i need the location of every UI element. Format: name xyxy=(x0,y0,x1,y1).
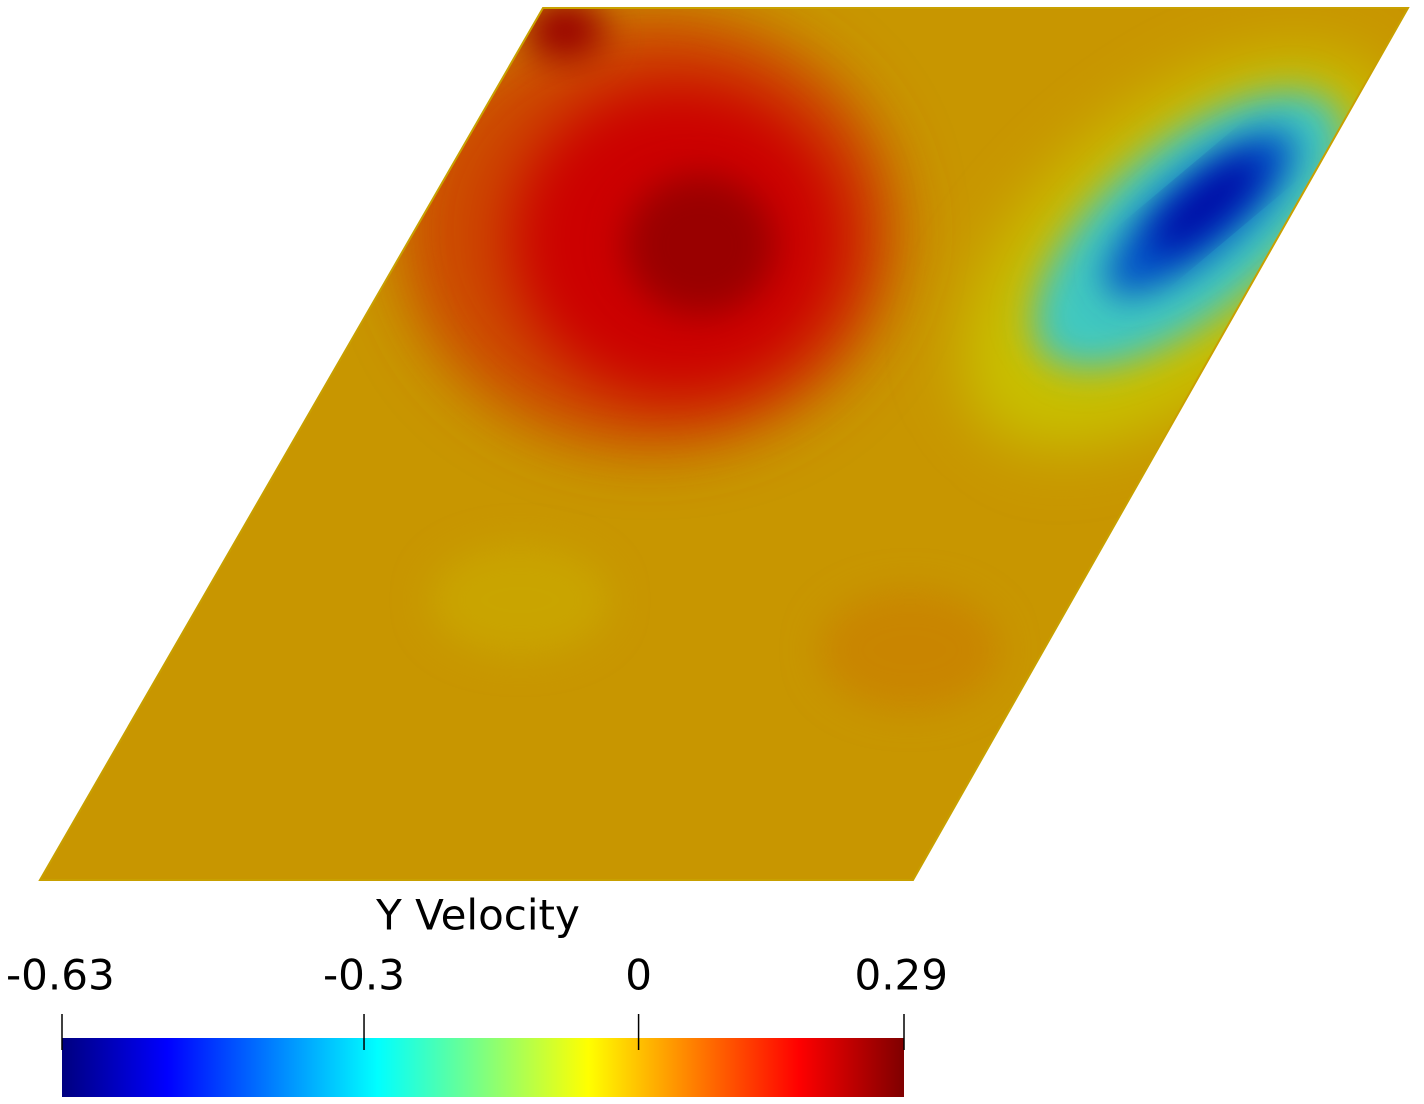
colorbar-title: Y Velocity xyxy=(375,891,580,940)
colorbar-tick-label: 0 xyxy=(625,951,652,1000)
domain-outline xyxy=(38,7,1410,881)
colorbar-tick-label: 0.29 xyxy=(854,951,948,1000)
colorbar-tick-label: -0.63 xyxy=(6,951,115,1000)
colorbar-tick-label: -0.3 xyxy=(323,951,405,1000)
velocity-field xyxy=(40,8,1408,880)
colorbar xyxy=(62,1038,904,1097)
